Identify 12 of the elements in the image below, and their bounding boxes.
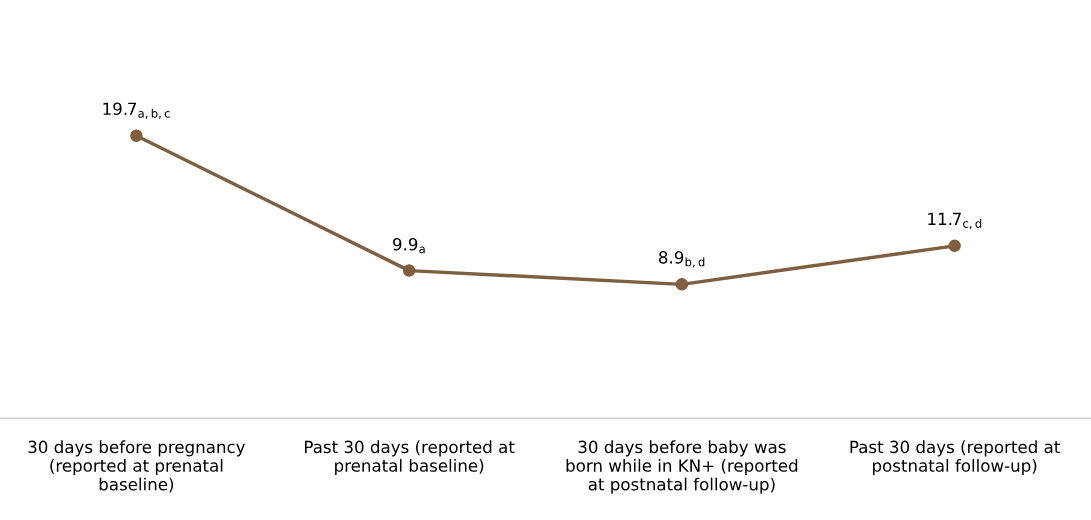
point [130,129,143,143]
point [402,264,416,277]
x-tick-label: Past 30 days (reported at postnatal follow-up) [850,440,1060,476]
data-label: 9.9$_{a}$ [393,237,425,254]
data-label: 19.7$_{a,b,c}$ [103,102,170,119]
data-label: 8.9$_{b,d}$ [659,251,705,268]
data-label: 11.7$_{c,d}$ [928,212,982,230]
x-tick-label: 30 days before pregnancy (reported at prenatal baseline) [28,440,246,493]
point [948,239,961,253]
x-tick-label: 30 days before baby was born while in KN+ (reported at postnatal follow-up) [566,440,798,494]
x-tick-label: Past 30 days (reported at prenatal baseline) [305,440,515,476]
point [675,278,689,291]
